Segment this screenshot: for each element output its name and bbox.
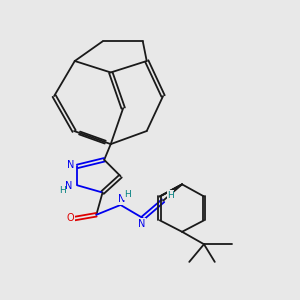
Text: N: N	[65, 181, 72, 191]
Text: H: H	[124, 190, 130, 199]
Text: H: H	[167, 191, 174, 200]
Text: N: N	[118, 194, 125, 204]
Text: O: O	[66, 213, 74, 223]
Text: N: N	[67, 160, 75, 170]
Text: N: N	[138, 219, 145, 229]
Text: H: H	[59, 186, 66, 195]
